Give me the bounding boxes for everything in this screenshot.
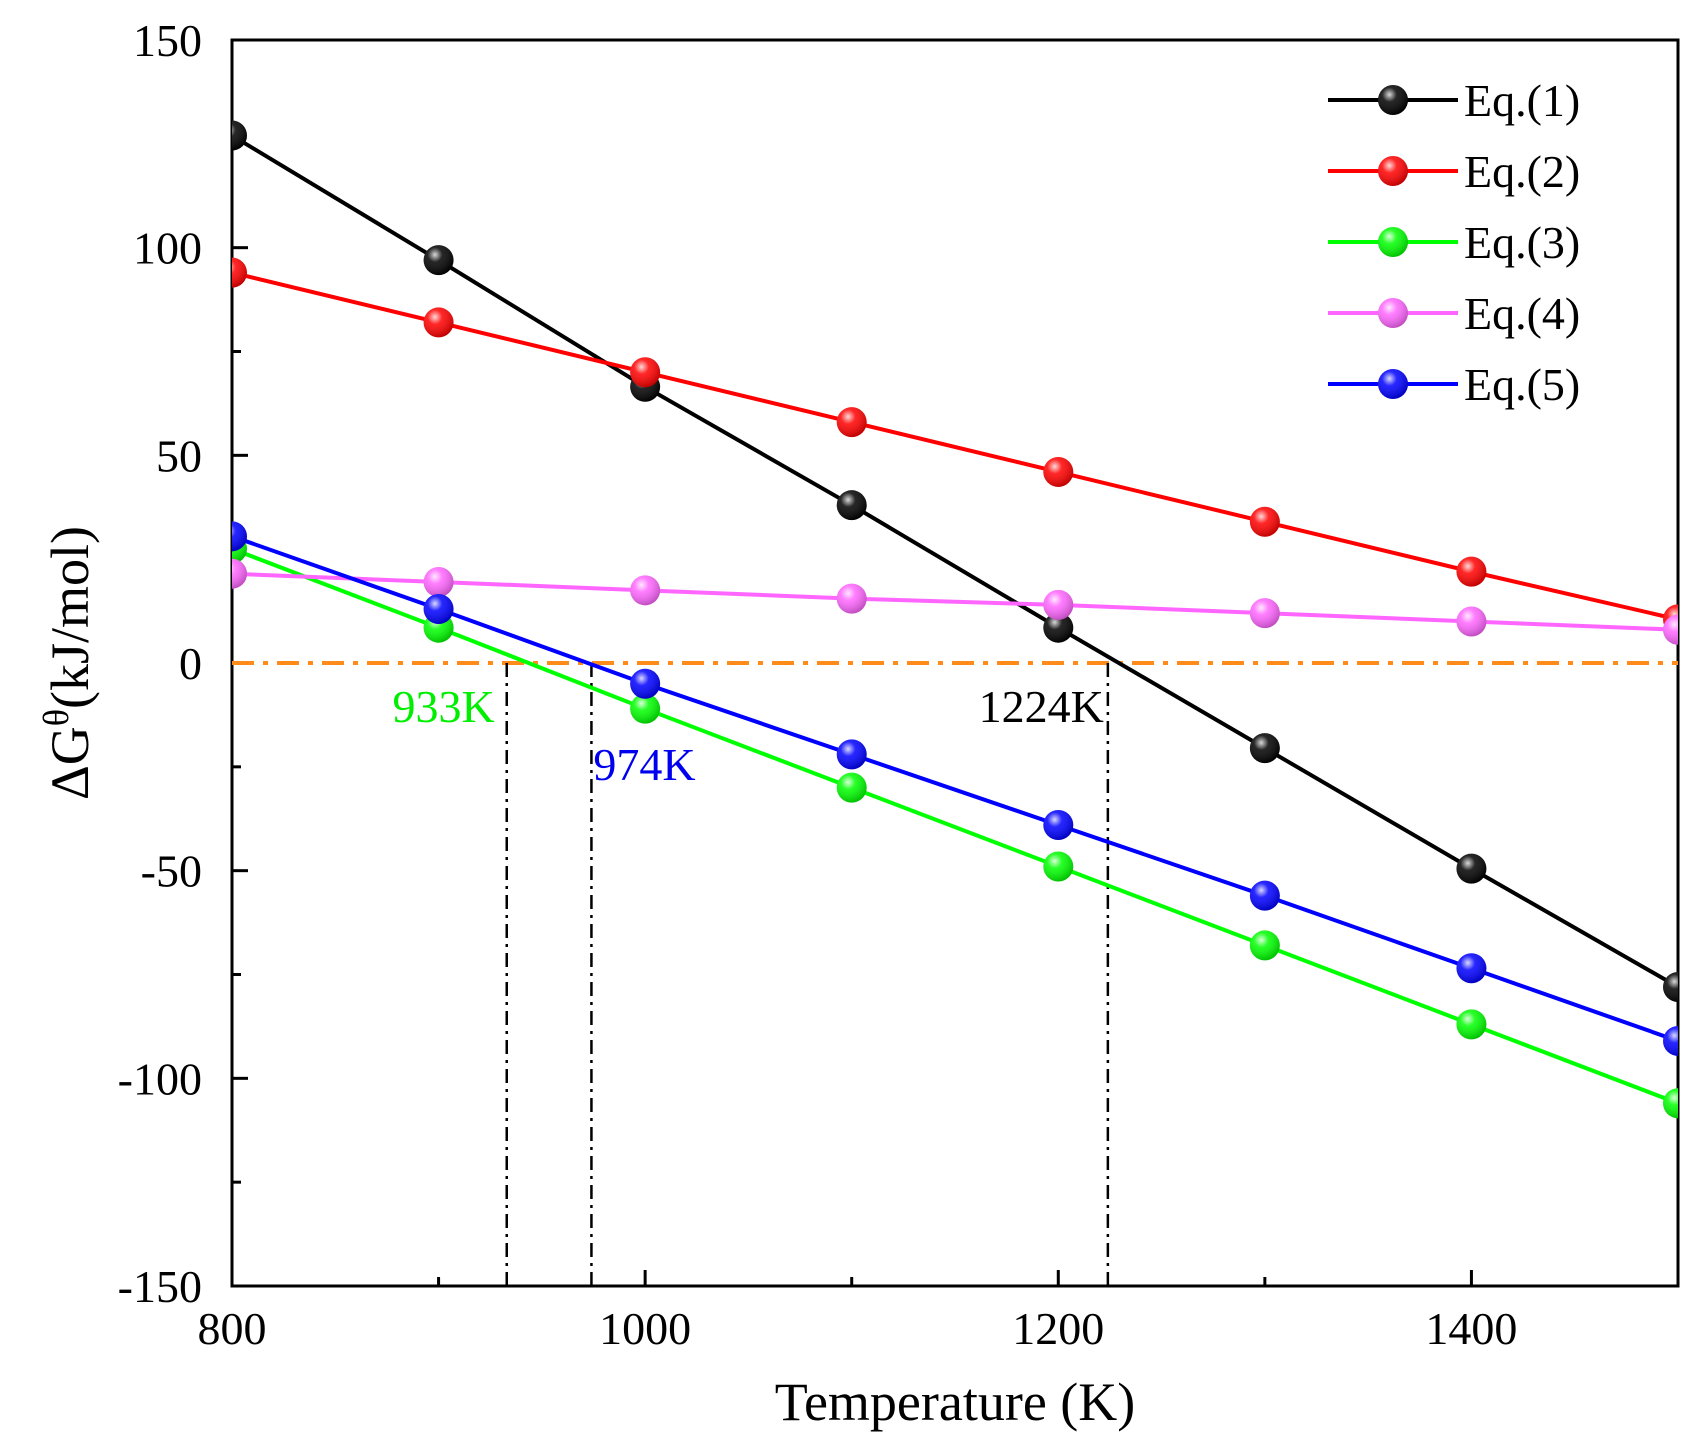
y-tick-label: -50 [141,846,202,897]
y-axis-title-sup: θ [36,709,76,726]
data-point-shine [630,668,661,699]
series [232,558,1678,645]
series [232,257,1678,635]
series-line [232,546,1678,1106]
data-point-shine [836,407,867,438]
data-point-shine [1043,851,1074,882]
x-tick-label: 1400 [1425,1303,1517,1354]
x-axis-title: Temperature (K) [775,1372,1136,1432]
series-line [232,534,1678,1043]
legend-swatch-shine [1378,227,1408,257]
data-point-shine [1663,1088,1678,1119]
data-point-shine [1249,930,1280,961]
data-point-shine [232,257,247,288]
y-axis-title-unit: (kJ/mol) [40,526,100,709]
data-point-shine [423,567,454,598]
legend-label: Eq.(1) [1464,75,1580,126]
y-tick-label: 100 [133,223,202,274]
data-point-shine [836,772,867,803]
data-point-shine [630,357,661,388]
data-point-shine [423,245,454,276]
series-group [232,120,1678,1119]
legend-item: Eq.(4) [1328,288,1580,339]
series [232,120,1678,1002]
crossing-label: 1224K [979,681,1104,732]
legend-label: Eq.(3) [1464,217,1580,268]
data-point-shine [1043,589,1074,620]
legend-swatch-shine [1378,156,1408,186]
y-axis-title: ΔGθ(kJ/mol) [36,526,100,800]
data-point-shine [1456,953,1487,984]
legend-item: Eq.(1) [1328,75,1580,126]
data-point-shine [232,120,247,151]
y-tick-label: -150 [118,1261,202,1312]
data-point-shine [836,739,867,770]
data-point-shine [1663,971,1678,1002]
legend-swatch-shine [1378,298,1408,328]
legend-item: Eq.(5) [1328,359,1580,410]
series [232,533,1678,1119]
data-point-shine [1249,598,1280,629]
y-tick-label: 0 [179,638,202,689]
legend-swatch-shine [1378,85,1408,115]
data-point-shine [630,693,661,724]
crossing-label: 974K [593,739,695,790]
data-point-shine [1249,880,1280,911]
data-point-shine [1456,556,1487,587]
data-point-shine [1456,1009,1487,1040]
data-point-shine [423,307,454,338]
legend-item: Eq.(3) [1328,217,1580,268]
crossing-annotations: 933K 974K 1224K [393,681,1104,790]
axis-ticks [230,38,1680,1288]
data-point-shine [1456,853,1487,884]
data-point-shine [1663,1025,1678,1056]
legend: Eq.(1) Eq.(2) Eq.(3) Eq.(4) Eq.(5) [1328,75,1580,410]
data-point-shine [232,558,247,589]
y-axis-title-main: ΔG [40,726,100,800]
legend-label: Eq.(4) [1464,288,1580,339]
data-point-shine [423,594,454,625]
tick-labels: 800 1000 1200 1400 -150 -100 -50 0 50 100 150 [118,15,1518,1354]
data-point-shine [836,490,867,521]
legend-label: Eq.(5) [1464,359,1580,410]
data-point-shine [630,575,661,606]
series [232,521,1678,1056]
y-tick-label: -100 [118,1053,202,1104]
legend-swatch-shine [1378,369,1408,399]
data-point-shine [232,521,247,552]
data-point-shine [1663,614,1678,645]
data-point-shine [1456,606,1487,637]
series-line [232,133,1678,989]
data-point-shine [1043,809,1074,840]
legend-label: Eq.(2) [1464,146,1580,197]
legend-item: Eq.(2) [1328,146,1580,197]
data-point-shine [1249,506,1280,537]
data-point-shine [1043,456,1074,487]
x-tick-label: 800 [198,1303,267,1354]
data-point-shine [836,583,867,614]
series-line [232,571,1678,632]
crossing-label: 933K [393,681,495,732]
data-point-shine [1249,733,1280,764]
y-tick-label: 50 [156,430,202,481]
series-line [232,270,1678,622]
data-point-shine [1043,612,1074,643]
x-tick-label: 1200 [1012,1303,1104,1354]
y-tick-label: 150 [133,15,202,66]
x-tick-label: 1000 [599,1303,691,1354]
reference-lines [232,661,1678,1286]
